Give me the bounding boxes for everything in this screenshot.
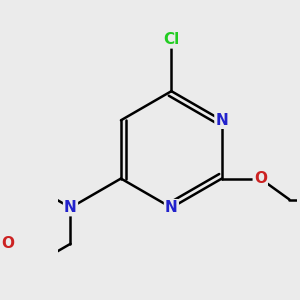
Text: N: N: [64, 200, 77, 215]
Text: Cl: Cl: [163, 32, 179, 47]
Text: O: O: [2, 236, 14, 251]
Text: N: N: [165, 200, 178, 215]
Text: N: N: [215, 113, 228, 128]
Text: O: O: [254, 171, 267, 186]
